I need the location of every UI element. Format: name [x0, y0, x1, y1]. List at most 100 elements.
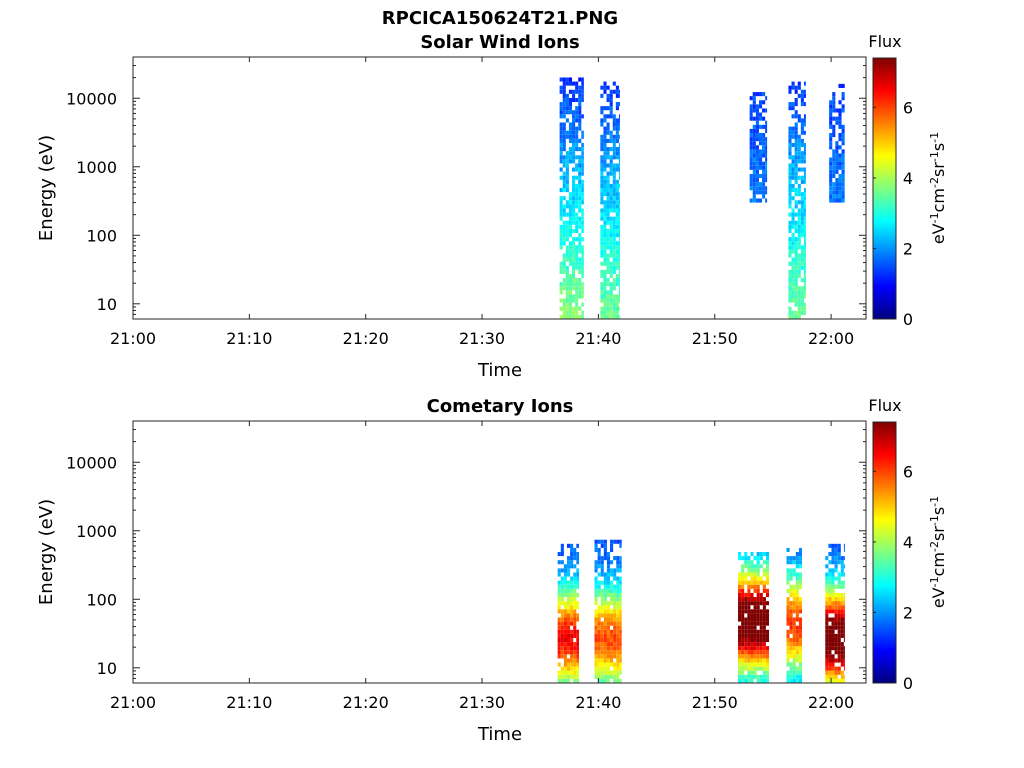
- heatmap-cell: [600, 106, 604, 111]
- heatmap-cell: [747, 629, 751, 634]
- heatmap-cell: [559, 208, 563, 213]
- heatmap-cell: [756, 617, 760, 622]
- heatmap-cell: [594, 662, 598, 667]
- heatmap-cell: [792, 625, 796, 630]
- heatmap-cell: [762, 633, 766, 638]
- heatmap-cell: [613, 674, 617, 679]
- heatmap-cell: [566, 621, 571, 626]
- heatmap-cell: [843, 605, 845, 610]
- panel-title-cometary: Cometary Ions: [427, 396, 574, 417]
- heatmap-cell: [616, 592, 620, 598]
- heatmap-cell: [831, 617, 835, 622]
- heatmap-cell: [800, 126, 804, 131]
- heatmap-cell: [581, 192, 584, 197]
- heatmap-cell: [570, 605, 574, 610]
- heatmap-cell: [600, 196, 604, 201]
- heatmap-cell: [578, 93, 582, 98]
- heatmap-cell: [803, 249, 806, 254]
- heatmap-cell: [572, 265, 576, 270]
- heatmap-cell: [843, 543, 845, 548]
- heatmap-cell: [557, 580, 561, 585]
- heatmap-cell: [560, 597, 564, 602]
- heatmap-cell: [765, 96, 768, 101]
- heatmap-cell: [618, 171, 620, 176]
- heatmap-cell: [795, 625, 799, 630]
- heatmap-cell: [603, 666, 607, 671]
- heatmap-cell: [573, 662, 577, 667]
- heatmap-cell: [612, 171, 616, 176]
- heatmap-cell: [573, 621, 577, 626]
- heatmap-cell: [575, 142, 579, 148]
- heatmap-cell: [800, 159, 804, 164]
- heatmap-cell: [747, 556, 751, 561]
- heatmap-cell: [755, 186, 759, 191]
- heatmap-cell: [835, 165, 839, 170]
- heatmap-cell: [750, 674, 754, 679]
- heatmap-cell: [603, 294, 607, 299]
- heatmap-cell: [600, 147, 604, 152]
- heatmap-cell: [738, 666, 742, 671]
- heatmap-cell: [762, 182, 766, 187]
- heatmap-cell: [840, 629, 844, 634]
- heatmap-cell: [795, 613, 799, 618]
- heatmap-cell: [610, 597, 614, 602]
- heatmap-cell: [575, 302, 579, 307]
- heatmap-cell: [800, 310, 804, 315]
- heatmap-cell: [744, 646, 748, 651]
- heatmap-cell: [837, 580, 841, 585]
- heatmap-cell: [759, 633, 763, 638]
- heatmap-cell: [800, 151, 804, 156]
- heatmap-cell: [562, 261, 566, 266]
- heatmap-cell: [568, 151, 573, 156]
- heatmap-cell: [578, 159, 582, 164]
- heatmap-cell: [797, 118, 801, 123]
- heatmap-cell: [610, 543, 614, 548]
- heatmap-cell: [578, 314, 582, 319]
- heatmap-cell: [603, 282, 607, 287]
- heatmap-cell: [563, 613, 567, 618]
- heatmap-cell: [788, 241, 792, 246]
- heatmap-cell: [600, 539, 604, 544]
- heatmap-cell: [606, 257, 610, 262]
- heatmap-cell: [738, 609, 742, 614]
- heatmap-cell: [750, 597, 754, 602]
- heatmap-cell: [788, 286, 792, 291]
- heatmap-cell: [794, 110, 798, 115]
- heatmap-cell: [618, 89, 620, 94]
- heatmap-cell: [795, 646, 799, 651]
- heatmap-cell: [765, 666, 770, 671]
- heatmap-cell: [749, 198, 753, 203]
- heatmap-cell: [755, 92, 759, 97]
- heatmap-cell: [797, 212, 801, 217]
- x-tick-label: 21:40: [575, 329, 621, 348]
- heatmap-cell: [741, 637, 745, 643]
- heatmap-cell: [753, 670, 757, 675]
- heatmap-cell: [794, 122, 798, 127]
- heatmap-cell: [578, 224, 582, 229]
- heatmap-cell: [831, 621, 835, 626]
- heatmap-cell: [613, 617, 617, 622]
- x-tick-label: 22:00: [808, 329, 854, 348]
- heatmap-cell: [618, 216, 620, 221]
- heatmap-cell: [572, 261, 576, 266]
- heatmap-cell: [765, 678, 770, 683]
- heatmap-cell: [759, 674, 763, 679]
- heatmap-cell: [791, 142, 795, 148]
- heatmap-cell: [568, 97, 573, 103]
- heatmap-cell: [834, 609, 838, 614]
- heatmap-cell: [573, 613, 577, 618]
- heatmap-cell: [791, 171, 795, 176]
- heatmap-cell: [610, 601, 614, 606]
- heatmap-cell: [756, 605, 760, 610]
- heatmap-cell: [750, 637, 754, 643]
- heatmap-cell: [831, 666, 835, 671]
- heatmap-cell: [572, 298, 576, 303]
- heatmap-cell: [603, 670, 607, 675]
- heatmap-cell: [612, 220, 616, 225]
- heatmap-cell: [619, 662, 622, 667]
- heatmap-cell: [559, 102, 563, 107]
- heatmap-cell: [755, 149, 759, 154]
- heatmap-cell: [557, 568, 561, 573]
- heatmap-cell: [759, 592, 763, 598]
- heatmap-cell: [568, 245, 573, 250]
